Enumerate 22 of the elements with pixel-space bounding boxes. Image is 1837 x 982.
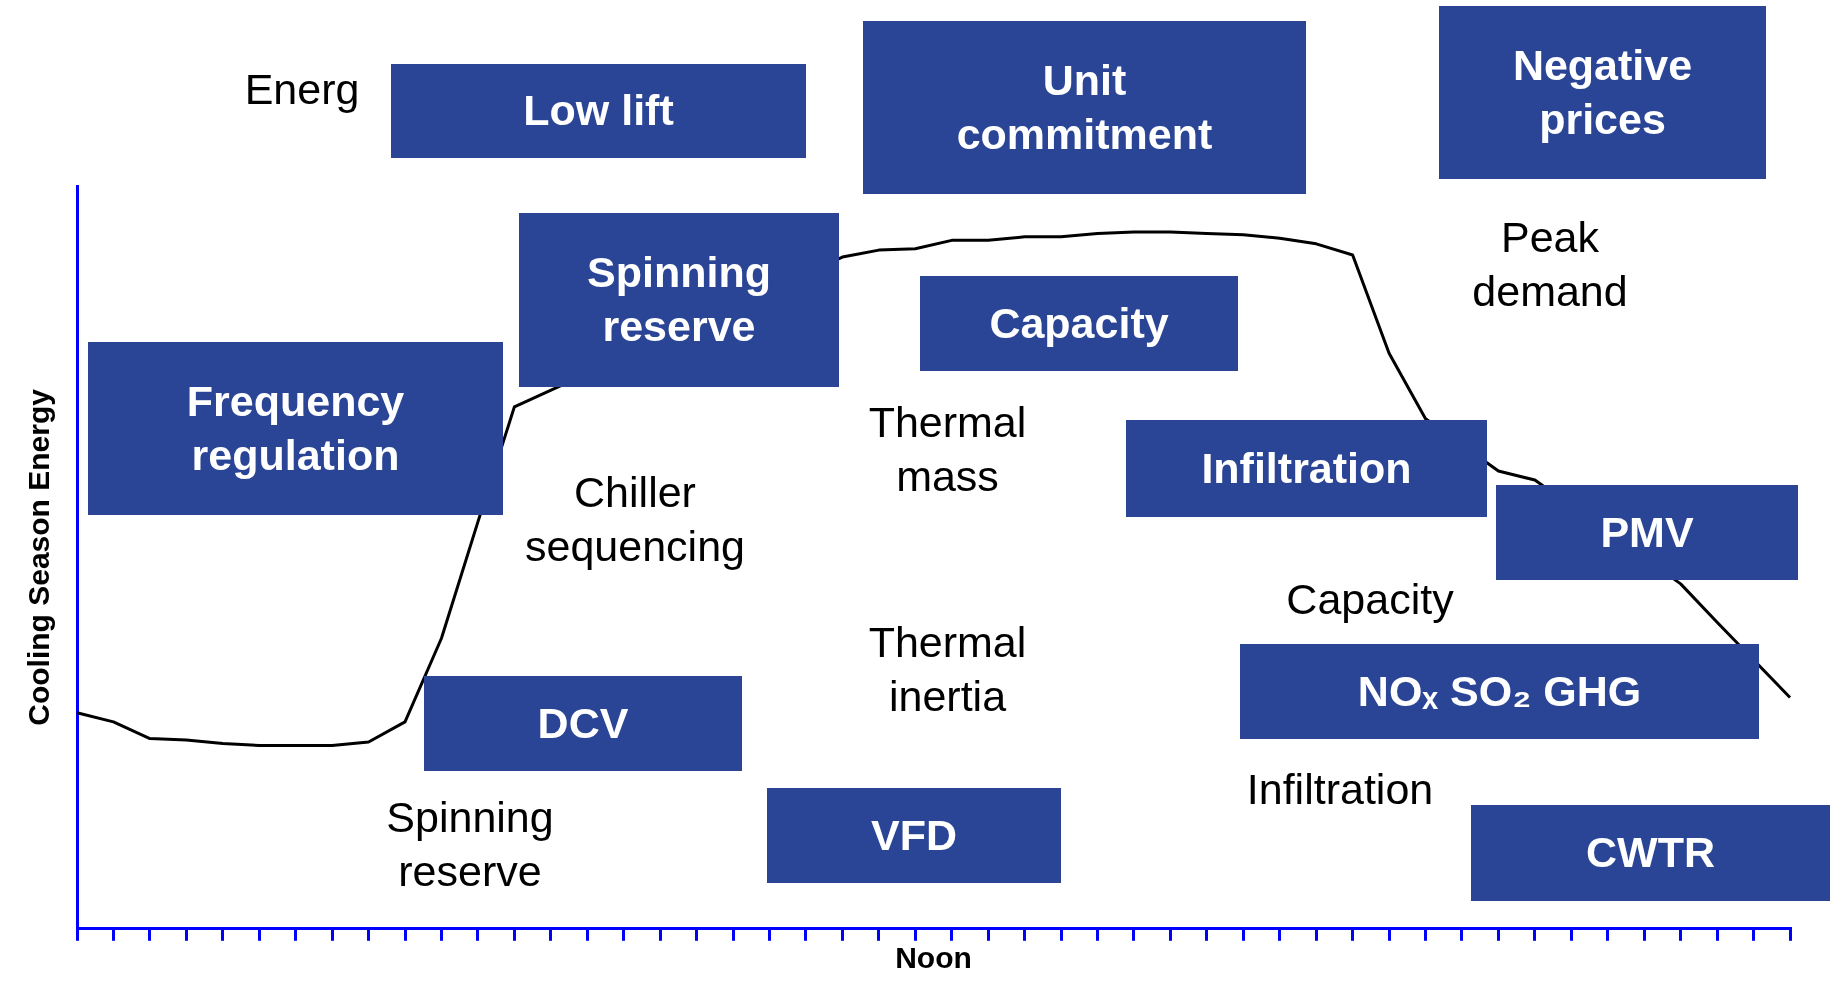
label-box: Frequency regulation [88, 342, 503, 515]
label-box: NOₓ SO₂ GHG [1240, 644, 1759, 739]
x-axis-title: Noon [895, 941, 972, 975]
label-box: CWTR [1471, 805, 1830, 901]
label-box: Capacity [920, 276, 1238, 371]
label-box: DCV [424, 676, 742, 771]
label-box: VFD [767, 788, 1061, 883]
label-box: Negative prices [1439, 6, 1766, 179]
y-axis-title: Cooling Season Energy [22, 388, 56, 726]
annotation: Infiltration [1245, 764, 1435, 816]
label-box: Spinning reserve [519, 213, 839, 387]
label-box: Unit commitment [863, 21, 1306, 194]
annotation: Capacity [1285, 574, 1455, 626]
label-box: PMV [1496, 485, 1798, 580]
annotation: Chiller sequencing [524, 467, 746, 572]
annotation: Thermal mass [867, 397, 1028, 502]
label-box: Infiltration [1126, 420, 1487, 517]
label-box: Low lift [391, 64, 806, 158]
text: Energ [243, 64, 361, 116]
annotation: Peak demand [1471, 212, 1629, 317]
annotation: Spinning reserve [385, 792, 555, 897]
annotation: Thermal inertia [867, 617, 1028, 722]
